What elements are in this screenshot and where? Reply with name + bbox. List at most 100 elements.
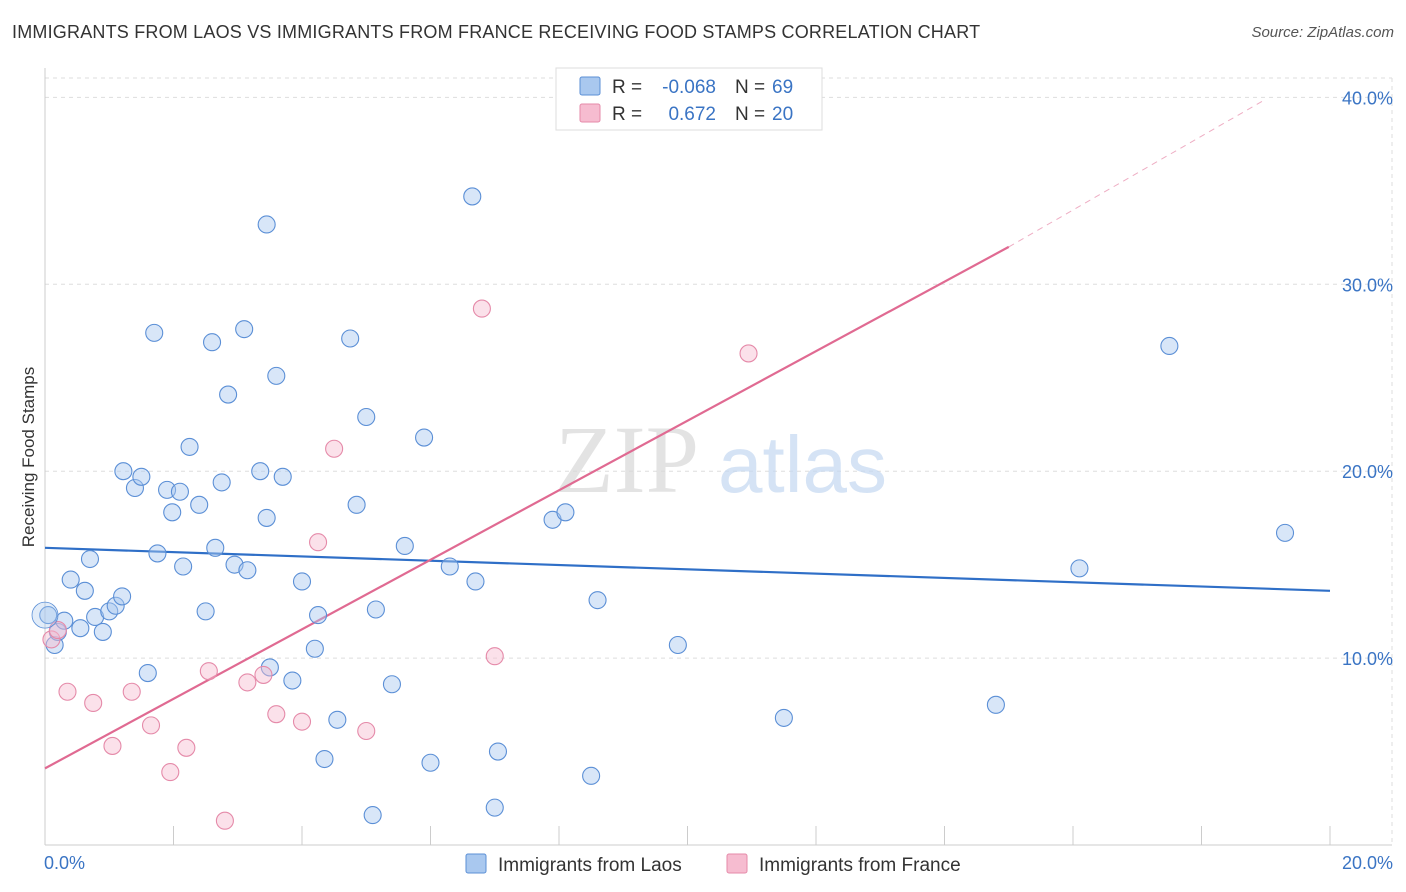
series-legend-swatch-france bbox=[726, 853, 748, 874]
laos-point bbox=[292, 572, 312, 591]
france-point bbox=[141, 716, 161, 735]
y-tick-label: 30.0% bbox=[1342, 275, 1393, 295]
laos-point bbox=[75, 581, 94, 600]
laos-point bbox=[366, 600, 385, 619]
france-point bbox=[199, 662, 218, 681]
x-tick-label-min: 0.0% bbox=[44, 853, 85, 873]
y-tick-label: 40.0% bbox=[1342, 88, 1393, 108]
laos-point bbox=[588, 591, 607, 610]
france-point bbox=[325, 439, 344, 458]
y-axis-title: Receiving Food Stamps bbox=[19, 367, 38, 547]
watermark: ZIP atlas bbox=[555, 406, 887, 513]
laos-point bbox=[138, 663, 157, 683]
france-point bbox=[122, 682, 141, 701]
laos-trend-line bbox=[44, 546, 1331, 592]
laos-point bbox=[39, 606, 58, 625]
laos-point bbox=[1275, 523, 1295, 542]
legend-r-value-france: 0.672 bbox=[668, 104, 716, 125]
laos-point bbox=[328, 710, 347, 729]
axes bbox=[44, 68, 1392, 846]
chart-title: IMMIGRANTS FROM LAOS VS IMMIGRANTS FROM … bbox=[12, 22, 981, 42]
france-point bbox=[161, 763, 180, 782]
legend-r-label-laos: R = bbox=[612, 77, 642, 98]
legend-n-value-laos: 69 bbox=[772, 77, 793, 98]
france-point bbox=[309, 533, 328, 552]
y-tick-labels: 10.0% 20.0% 30.0% 40.0% bbox=[1342, 88, 1393, 669]
laos-point bbox=[257, 215, 276, 234]
laos-point bbox=[347, 495, 366, 514]
laos-point bbox=[668, 635, 687, 655]
france-trend-line bbox=[44, 245, 1010, 770]
legend-swatch-laos bbox=[579, 76, 601, 96]
laos-point bbox=[283, 671, 302, 690]
france-point bbox=[254, 665, 273, 684]
laos-point bbox=[466, 572, 485, 591]
laos-point bbox=[55, 611, 74, 630]
france-point bbox=[42, 630, 61, 649]
laos-point bbox=[206, 538, 225, 557]
laos-point bbox=[267, 366, 286, 385]
france-point bbox=[472, 299, 491, 318]
laos-point bbox=[556, 503, 575, 522]
laos-point bbox=[382, 675, 402, 694]
laos-point bbox=[421, 753, 440, 772]
laos-point bbox=[238, 561, 257, 580]
laos-point bbox=[93, 622, 112, 641]
laos-point bbox=[315, 749, 334, 769]
france-point bbox=[58, 682, 77, 701]
laos-point bbox=[203, 333, 222, 352]
watermark-zip: ZIP bbox=[555, 406, 699, 513]
laos-point bbox=[145, 323, 164, 342]
laos-point bbox=[485, 798, 504, 817]
correlation-legend: R = -0.068 N = 69 R = 0.672 N = 20 bbox=[555, 67, 823, 131]
legend-n-value-france: 20 bbox=[772, 104, 793, 125]
laos-point bbox=[251, 462, 270, 481]
legend-swatch-france bbox=[579, 103, 601, 123]
laos-cluster-point bbox=[31, 601, 59, 629]
laos-point bbox=[219, 385, 238, 404]
laos-point bbox=[174, 557, 193, 576]
france-point bbox=[48, 621, 67, 640]
laos-point bbox=[180, 437, 199, 456]
france-point bbox=[357, 721, 376, 741]
trend-lines bbox=[44, 98, 1331, 770]
laos-point bbox=[1160, 336, 1179, 356]
laos-point bbox=[61, 570, 80, 589]
laos-point bbox=[235, 320, 254, 339]
laos-point bbox=[488, 742, 508, 761]
france-point bbox=[292, 712, 312, 731]
laos-point bbox=[1070, 559, 1089, 578]
series-legend-label-laos: Immigrants from Laos bbox=[498, 855, 682, 876]
laos-point bbox=[415, 428, 434, 447]
laos-point bbox=[163, 503, 182, 522]
laos-point bbox=[309, 606, 328, 625]
france-point bbox=[739, 344, 758, 363]
watermark-atlas: atlas bbox=[718, 420, 887, 509]
laos-point bbox=[260, 658, 279, 677]
laos-point bbox=[114, 462, 133, 481]
france-point bbox=[267, 705, 286, 724]
laos-point bbox=[170, 482, 189, 501]
laos-point bbox=[196, 602, 215, 621]
laos-point bbox=[148, 544, 167, 563]
laos-point bbox=[440, 557, 459, 576]
laos-point bbox=[582, 766, 601, 785]
y-tick-label: 10.0% bbox=[1342, 649, 1393, 669]
source-label: Source: ZipAtlas.com bbox=[1251, 24, 1394, 41]
laos-point bbox=[257, 508, 276, 527]
laos-point bbox=[132, 467, 151, 486]
x-tick-labels: 0.0% 20.0% bbox=[44, 853, 1393, 873]
laos-point bbox=[273, 467, 292, 486]
laos-point bbox=[774, 708, 793, 727]
laos-point bbox=[125, 478, 144, 498]
france-point bbox=[485, 647, 504, 666]
laos-point bbox=[71, 619, 90, 638]
series-legend: Immigrants from Laos Immigrants from Fra… bbox=[465, 853, 961, 876]
laos-point bbox=[357, 407, 376, 427]
france-trend-extension bbox=[1008, 98, 1266, 248]
france-point bbox=[177, 738, 196, 757]
france-point bbox=[215, 811, 234, 830]
laos-point bbox=[106, 596, 125, 615]
laos-point bbox=[395, 536, 414, 556]
laos-point bbox=[80, 549, 100, 569]
